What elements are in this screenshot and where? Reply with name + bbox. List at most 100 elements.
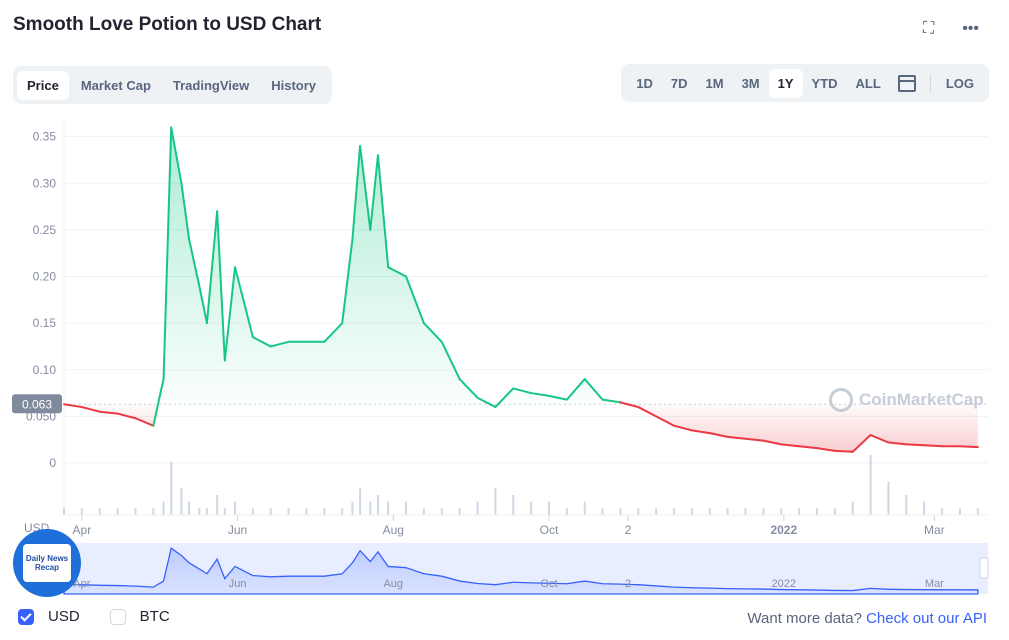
page-title: Smooth Love Potion to USD Chart [13,14,322,35]
volume-bar [851,501,854,515]
range-3m[interactable]: 3M [741,75,760,91]
navigator-series [63,547,979,595]
volume-bar [287,508,290,515]
price-segment [708,432,729,438]
x-tick-label: 2022 [770,523,797,537]
area-above-open [64,127,978,405]
currency-toggles: USD BTC [18,608,170,625]
log-toggle[interactable]: LOG [945,75,974,91]
price-segment [405,275,425,325]
volume-bar [405,501,408,515]
volume-bar [180,488,183,515]
daily-news-recap-badge[interactable]: Daily News Recap [13,529,81,597]
price-segment [762,439,783,446]
volume-bar [458,508,461,515]
volume-bar [162,501,165,515]
range-1m[interactable]: 1M [705,75,724,91]
tab-tradingview[interactable]: TradingView [172,77,250,93]
btc-label: BTC [139,608,170,625]
x-tick-label: Oct [540,523,559,537]
volume-bar [815,508,818,515]
volume-bar [251,508,254,515]
volume-bar [708,508,711,515]
volume-bar [976,508,979,515]
price-segment [923,444,944,448]
volume-bar [869,455,872,515]
price-segment [188,238,201,287]
volume-bar [798,508,801,515]
x-tick-label: Apr [73,523,92,537]
range-all[interactable]: ALL [855,75,881,91]
price-segment [205,210,219,325]
api-link[interactable]: Check out our API [866,610,987,627]
usd-checkbox[interactable] [18,608,34,625]
price-segment [251,336,272,348]
volume-bar [116,508,119,515]
current-price-label: 0.063 [22,397,52,411]
price-segment [601,398,622,404]
price-segment [98,410,119,415]
price-segment [180,182,191,241]
price-segment [637,406,658,418]
price-segment [744,437,765,442]
navigator-tick-label: 2 [625,578,631,590]
price-segment [341,238,354,325]
volume-bar [216,495,219,515]
chart-tabs: Price Market Cap TradingView History [13,66,333,104]
usd-label: USD [48,608,80,625]
price-segment [376,154,390,269]
navigator-handle [979,557,989,579]
volume-bar [341,508,344,515]
price-segment [369,154,379,231]
volume-bars [63,455,988,516]
price-segment [162,126,173,381]
volume-bar [134,508,137,515]
navigator-tick-label: Apr [73,578,90,590]
price-segment [152,378,165,427]
price-segment [815,447,836,452]
price-segment [458,378,479,399]
volume-bar [655,508,658,515]
price-segment [547,394,568,401]
volume-bar [422,508,425,515]
price-segment [323,322,344,343]
volume-bar [376,495,379,515]
current-price-marker: 0.063 [12,394,62,414]
api-promo: Want more data? Check out our API [747,610,987,627]
tab-market-cap[interactable]: Market Cap [80,77,151,93]
coinmarketcap-logo-icon [829,388,853,412]
volume-bar [351,501,354,515]
tab-price[interactable]: Price [17,70,69,100]
more-options-icon[interactable]: ••• [962,20,979,37]
volume-bar [170,461,173,515]
range-7d[interactable]: 7D [670,75,688,91]
fullscreen-icon[interactable]: ⛶ [922,20,935,37]
x-tick-label: Mar [924,523,945,537]
range-1y[interactable]: 1Y [768,68,803,98]
price-areas [64,127,978,452]
price-segment [269,340,290,348]
volume-bar [440,508,443,515]
price-segment [234,266,254,339]
volume-bar [323,508,326,515]
volume-bar [637,508,640,515]
range-selector: 1D 7D 1M 3M 1Y YTD ALL LOG [621,64,989,102]
range-1d[interactable]: 1D [636,75,653,91]
volume-bar [941,508,944,515]
volume-bar [726,508,729,515]
x-tick-label: Aug [383,523,404,537]
top-icons: ⛶ ••• [923,20,979,38]
price-segment [387,266,408,278]
price-segment [216,210,226,362]
price-segment [619,401,640,409]
price-segment [223,266,237,362]
volume-bar [762,508,765,515]
calendar-icon[interactable] [897,74,916,92]
range-ytd[interactable]: YTD [811,75,838,91]
tab-history[interactable]: History [271,77,317,93]
volume-bar [369,501,372,515]
btc-checkbox[interactable] [109,608,126,625]
